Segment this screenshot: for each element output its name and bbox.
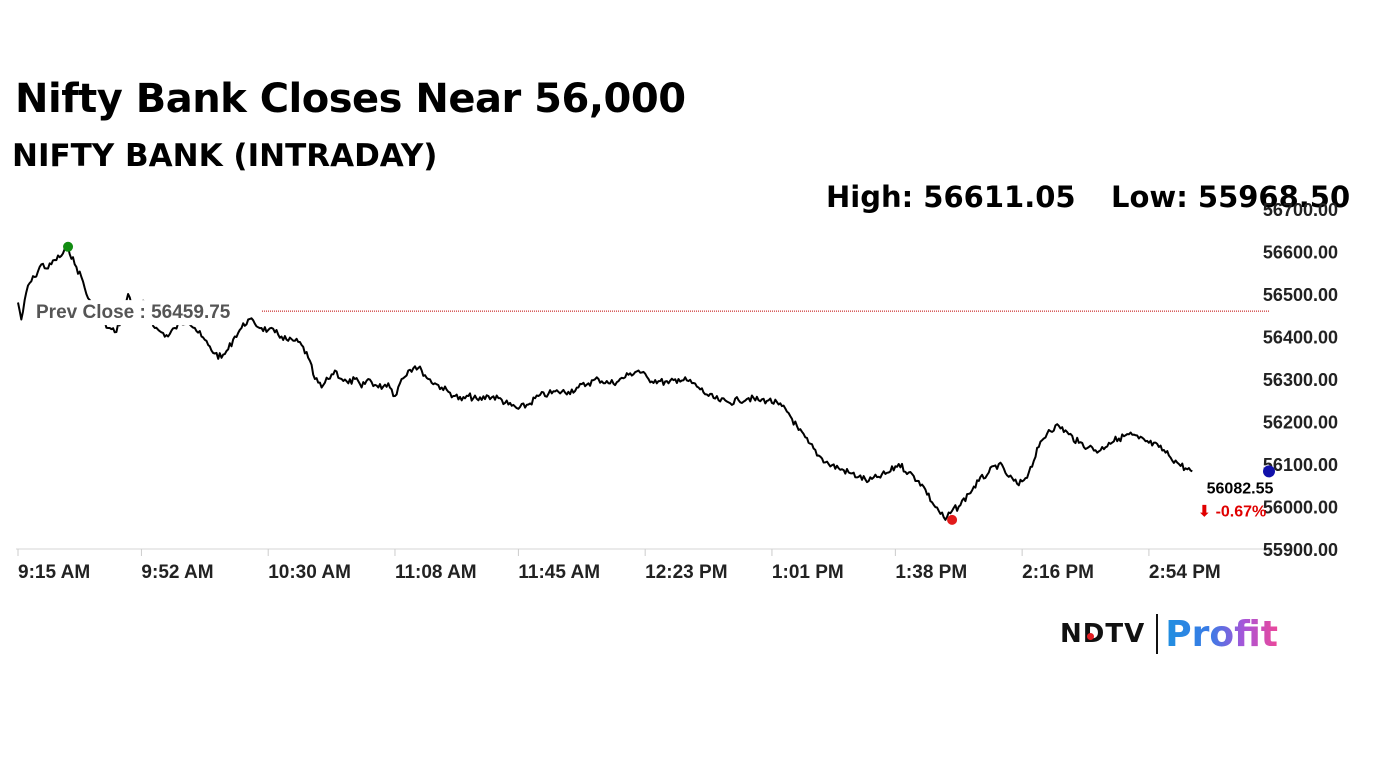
y-tick-label: 56500.00 (1263, 285, 1338, 305)
y-tick-label: 56000.00 (1263, 498, 1338, 518)
last-point-marker (1263, 465, 1275, 478)
x-tick-label: 10:30 AM (268, 562, 351, 583)
y-tick-label: 56600.00 (1263, 243, 1338, 263)
y-tick-label: 56700.00 (1263, 200, 1338, 220)
ndtv-profit-logo: NDTV Profit (1060, 612, 1278, 656)
headline: Nifty Bank Closes Near 56,000 (15, 76, 686, 122)
y-tick-label: 56200.00 (1263, 413, 1338, 433)
last-price-label: 56082.55 (1207, 480, 1274, 497)
high-point-marker (63, 241, 74, 252)
y-tick-label: 56400.00 (1263, 328, 1338, 348)
prev-close-label-bg (32, 300, 235, 326)
x-tick-label: 9:15 AM (18, 562, 90, 583)
x-tick-label: 12:23 PM (645, 562, 727, 583)
price-series-line (17, 244, 1193, 521)
percent-change-label: ⬇ -0.67% (1198, 503, 1267, 520)
x-tick-label: 11:45 AM (518, 562, 600, 583)
y-tick-label: 55900.00 (1263, 540, 1338, 560)
profit-wordmark: Profit (1165, 613, 1278, 655)
x-axis-ticks: 9:15 AM 9:52 AM 10:30 AM 11:08 AM 11:45 AM 12… (17, 549, 1270, 583)
logo-divider (1156, 614, 1159, 654)
low-point-marker (947, 514, 958, 525)
x-tick-label: 2:16 PM (1022, 562, 1094, 583)
x-tick-label: 2:54 PM (1149, 562, 1221, 583)
ndtv-red-dot (1087, 633, 1094, 640)
y-tick-label: 56100.00 (1263, 455, 1338, 475)
prev-close-label: Prev Close : 56459.75 (36, 302, 231, 323)
x-tick-label: 1:01 PM (772, 562, 844, 583)
x-tick-label: 11:08 AM (395, 562, 477, 583)
day-high-stat: High: 56611.05 (826, 180, 1076, 214)
x-tick-label: 9:52 AM (141, 562, 213, 583)
x-tick-label: 1:38 PM (895, 562, 967, 583)
y-tick-label: 56300.00 (1263, 370, 1338, 390)
ndtv-wordmark: NDTV (1060, 619, 1146, 649)
y-axis-ticks: 55900.00 56000.00 56100.00 56200.00 56300.00… (1263, 200, 1338, 560)
chart-subtitle: NIFTY BANK (INTRADAY) (12, 138, 438, 174)
day-low-stat: Low: 55968.50 (1111, 180, 1351, 214)
